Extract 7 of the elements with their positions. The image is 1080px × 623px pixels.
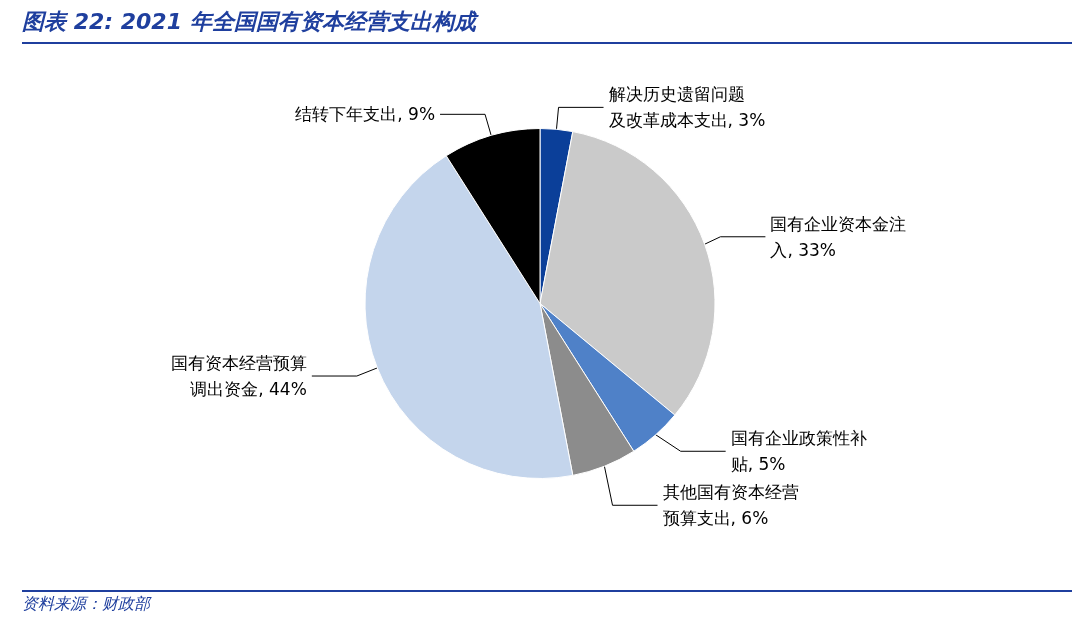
slice-label: 其他国有资本经营预算支出, 6% — [662, 482, 799, 529]
slice-label: 解决历史遗留问题及改革成本支出, 3% — [608, 84, 766, 131]
text: 资料来源：财政部 — [22, 594, 150, 613]
slice-label: 结转下年支出, 9% — [295, 104, 436, 125]
slice-label: 国有企业资本金注入, 33% — [770, 213, 907, 260]
slice-label: 国有企业政策性补贴, 5% — [730, 428, 867, 475]
slice-label: 国有资本经营预算调出资金, 44% — [170, 353, 307, 400]
